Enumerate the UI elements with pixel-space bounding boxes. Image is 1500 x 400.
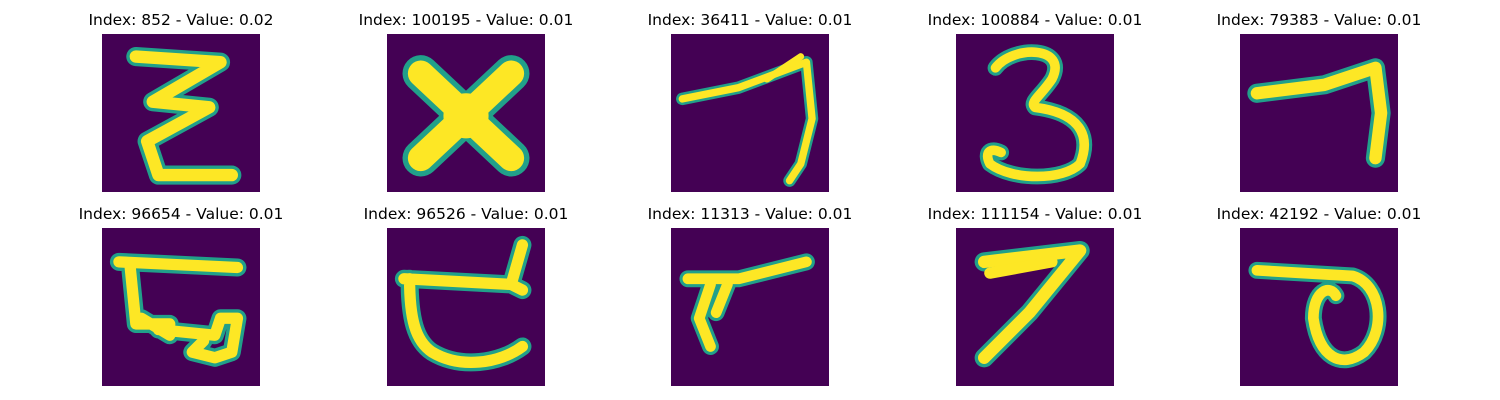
hook-glyph-icon [387, 228, 545, 386]
panel-100884: Index: 100884 - Value: 0.01 [915, 10, 1155, 192]
zigzag-z-icon [102, 34, 260, 192]
digit-three-icon [956, 34, 1114, 192]
panel-title: Index: 96654 - Value: 0.01 [78, 205, 284, 223]
panel-11313: Index: 11313 - Value: 0.01 [630, 204, 870, 386]
panel-111154: Index: 111154 - Value: 0.01 [915, 204, 1155, 386]
seven-like-icon [1240, 34, 1398, 192]
panel-36411: Index: 36411 - Value: 0.01 [630, 10, 870, 192]
panel-96654: Index: 96654 - Value: 0.01 [61, 204, 301, 386]
seven-like-icon [671, 34, 829, 192]
panel-title: Index: 36411 - Value: 0.01 [647, 11, 853, 29]
digit-seven-icon [956, 228, 1114, 386]
loop-glyph-icon [102, 228, 260, 386]
loop-glyph-icon [1240, 228, 1398, 386]
panel-100195: Index: 100195 - Value: 0.01 [346, 10, 586, 192]
panel-title: Index: 11313 - Value: 0.01 [647, 205, 853, 223]
panel-title: Index: 100195 - Value: 0.01 [358, 11, 574, 29]
panel-title: Index: 79383 - Value: 0.01 [1216, 11, 1422, 29]
panel-title: Index: 42192 - Value: 0.01 [1216, 205, 1422, 223]
panel-title: Index: 852 - Value: 0.02 [88, 11, 274, 29]
panel-42192: Index: 42192 - Value: 0.01 [1199, 204, 1439, 386]
x-cross-icon [387, 34, 545, 192]
angle-glyph-icon [671, 228, 829, 386]
panel-96526: Index: 96526 - Value: 0.01 [346, 204, 586, 386]
panel-79383: Index: 79383 - Value: 0.01 [1199, 10, 1439, 192]
panel-title: Index: 100884 - Value: 0.01 [927, 11, 1143, 29]
panel-title: Index: 96526 - Value: 0.01 [363, 205, 569, 223]
panel-title: Index: 111154 - Value: 0.01 [927, 205, 1143, 223]
panel-852: Index: 852 - Value: 0.02 [61, 10, 301, 192]
